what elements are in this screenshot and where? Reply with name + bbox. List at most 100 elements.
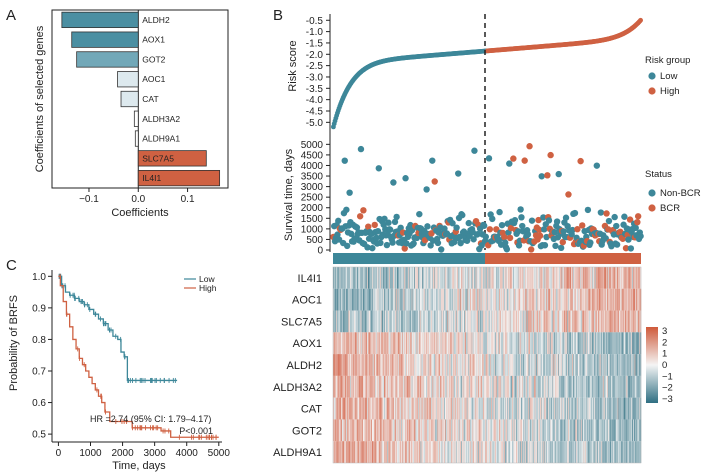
heatmap-cell: [545, 332, 547, 355]
heatmap-cell: [458, 397, 460, 420]
heatmap-cell: [555, 267, 558, 289]
heatmap-cell: [457, 419, 459, 442]
heatmap-cell: [589, 267, 591, 289]
heatmap-cell: [529, 354, 532, 376]
heatmap-cell: [624, 354, 626, 376]
heatmap-cell: [481, 419, 483, 442]
heatmap-cell: [405, 441, 407, 463]
heatmap-cell: [472, 397, 474, 420]
status-legend-nonbcr: Non-BCR: [660, 188, 701, 199]
heatmap-cell: [557, 441, 559, 463]
heatmap-cell: [573, 419, 575, 442]
heatmap-cell: [417, 354, 419, 376]
heatmap-cell: [560, 310, 562, 333]
heatmap-cell: [392, 288, 395, 311]
heatmap-cell: [631, 397, 633, 420]
heatmap-cell: [333, 441, 335, 463]
heatmap-cell: [463, 397, 465, 420]
heatmap-cell: [434, 332, 436, 355]
heatmap-cell: [522, 419, 524, 442]
heatmap-cell: [335, 288, 337, 311]
heatmap-cell: [438, 288, 440, 311]
heatmap-cell: [432, 354, 434, 376]
heatmap-cell: [460, 288, 462, 311]
heatmap-cell: [442, 267, 444, 289]
heatmap-cell: [595, 375, 597, 398]
heatmap-cell: [386, 375, 388, 398]
heatmap-cell: [572, 441, 575, 463]
heatmap-cell: [361, 267, 363, 289]
heatmap-cell: [348, 310, 350, 333]
heatmap-cell: [633, 288, 635, 311]
heatmap-cell: [593, 332, 596, 355]
heatmap-cell: [469, 267, 472, 289]
heatmap-cell: [473, 419, 475, 442]
heatmap-cell: [424, 441, 426, 463]
heatmap-cell: [473, 332, 475, 355]
heatmap-cell: [395, 441, 397, 463]
heatmap-cell: [589, 310, 591, 333]
heatmap-cell: [625, 397, 627, 420]
heatmap-cell: [376, 288, 378, 311]
heatmap-cell: [439, 375, 442, 398]
heatmap-cell: [350, 267, 352, 289]
survival-point: [471, 147, 478, 154]
heatmap-cell: [598, 441, 600, 463]
heatmap-cell: [362, 332, 365, 355]
heatmap-cell: [403, 375, 405, 398]
heatmap-cell: [431, 397, 433, 420]
heatmap-row-label-aoc1: AOC1: [292, 295, 322, 307]
heatmap-cell: [376, 397, 378, 420]
heatmap-cell: [601, 375, 603, 398]
survival-point: [410, 240, 417, 247]
heatmap-cell: [634, 310, 636, 333]
heatmap-cell: [337, 288, 339, 311]
heatmap-cell: [365, 310, 367, 333]
heatmap-cell: [385, 267, 387, 289]
heatmap-cell: [571, 288, 573, 311]
heatmap-cell: [572, 332, 575, 355]
heatmap-cell: [523, 419, 525, 442]
heatmap-cell: [582, 375, 584, 398]
heatmap-cell: [339, 288, 341, 311]
heatmap-cell: [579, 419, 581, 442]
km-curve-high: [58, 275, 219, 438]
heatmap-cell: [629, 397, 631, 420]
heatmap-cell: [516, 332, 518, 355]
heatmap-cell: [410, 354, 412, 376]
heatmap-cell: [537, 288, 539, 311]
heatmap-cell: [507, 354, 509, 376]
heatmap-cell: [523, 375, 525, 398]
heatmap-cell: [615, 375, 617, 398]
heatmap-cell: [408, 375, 410, 398]
heatmap-cell: [478, 310, 481, 333]
heatmap-cell: [432, 419, 434, 442]
heatmap-cell: [386, 267, 388, 289]
heatmap-cell: [424, 419, 426, 442]
heatmap-cell: [547, 310, 549, 333]
survival-point: [521, 157, 528, 164]
heatmap-cell: [383, 288, 385, 311]
heatmap-cell: [623, 332, 626, 355]
survival-point: [540, 226, 548, 233]
heatmap-cell: [536, 354, 538, 376]
heatmap-cell: [488, 397, 490, 420]
heatmap-cell: [472, 288, 474, 311]
heatmap-cell: [384, 397, 386, 420]
heatmap-cell: [632, 310, 635, 333]
heatmap-cell: [639, 310, 641, 333]
heatmap-cell: [609, 267, 611, 289]
heatmap-cell: [551, 354, 553, 376]
heatmap-cell: [369, 288, 371, 311]
heatmap-cell: [469, 354, 471, 376]
heatmap-cell: [626, 332, 628, 355]
coef-label-aox1: AOX1: [142, 35, 165, 45]
heatmap-cell: [376, 354, 378, 376]
survival-point: [343, 242, 351, 250]
heatmap-cell: [411, 419, 413, 442]
heatmap-cell: [602, 375, 604, 398]
survival-point: [621, 213, 628, 220]
heatmap-cell: [520, 310, 522, 333]
heatmap-cell: [345, 397, 347, 420]
heatmap-cell: [394, 375, 396, 398]
